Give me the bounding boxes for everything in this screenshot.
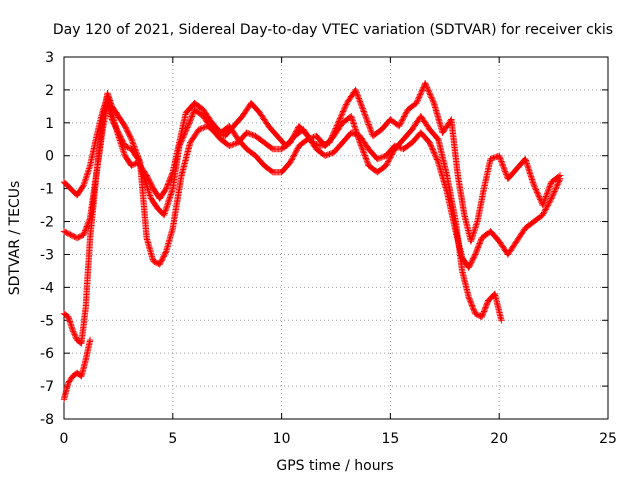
series-markers xyxy=(60,336,94,403)
x-tick-label: 25 xyxy=(599,431,617,447)
y-tick-label: 3 xyxy=(45,50,54,66)
data-series xyxy=(60,80,564,403)
grid-lines xyxy=(64,57,608,419)
x-axis-label: GPS time / hours xyxy=(276,458,393,474)
x-tick-label: 15 xyxy=(381,431,399,447)
y-tick-label: -2 xyxy=(40,215,54,231)
y-tick-label: -3 xyxy=(40,247,54,263)
chart-title: Day 120 of 2021, Sidereal Day-to-day VTE… xyxy=(53,22,613,38)
y-tick-label: 0 xyxy=(45,149,54,165)
series-markers xyxy=(60,80,564,347)
y-tick-label: 2 xyxy=(45,83,54,99)
y-tick-label: -8 xyxy=(40,412,54,428)
series-track-4 xyxy=(60,336,94,403)
x-tick-label: 20 xyxy=(490,431,508,447)
y-tick-label: -6 xyxy=(40,346,54,362)
y-tick-label: -4 xyxy=(40,280,54,296)
y-tick-label: 1 xyxy=(45,116,54,132)
x-tick-label: 0 xyxy=(60,431,69,447)
x-tick-label: 10 xyxy=(273,431,291,447)
series-track-3 xyxy=(60,80,564,347)
axis-ticks: -8 -7 -6 -5 -4 -3 -2 -1 0 1 2 3 0 5 10 15 20 25 xyxy=(40,50,617,447)
y-tick-label: -1 xyxy=(40,182,54,198)
y-tick-label: -5 xyxy=(40,313,54,329)
x-tick-label: 5 xyxy=(168,431,177,447)
y-tick-label: -7 xyxy=(40,379,54,395)
y-axis-label: SDTVAR / TECUs xyxy=(7,181,23,296)
plot-frame xyxy=(63,56,609,420)
